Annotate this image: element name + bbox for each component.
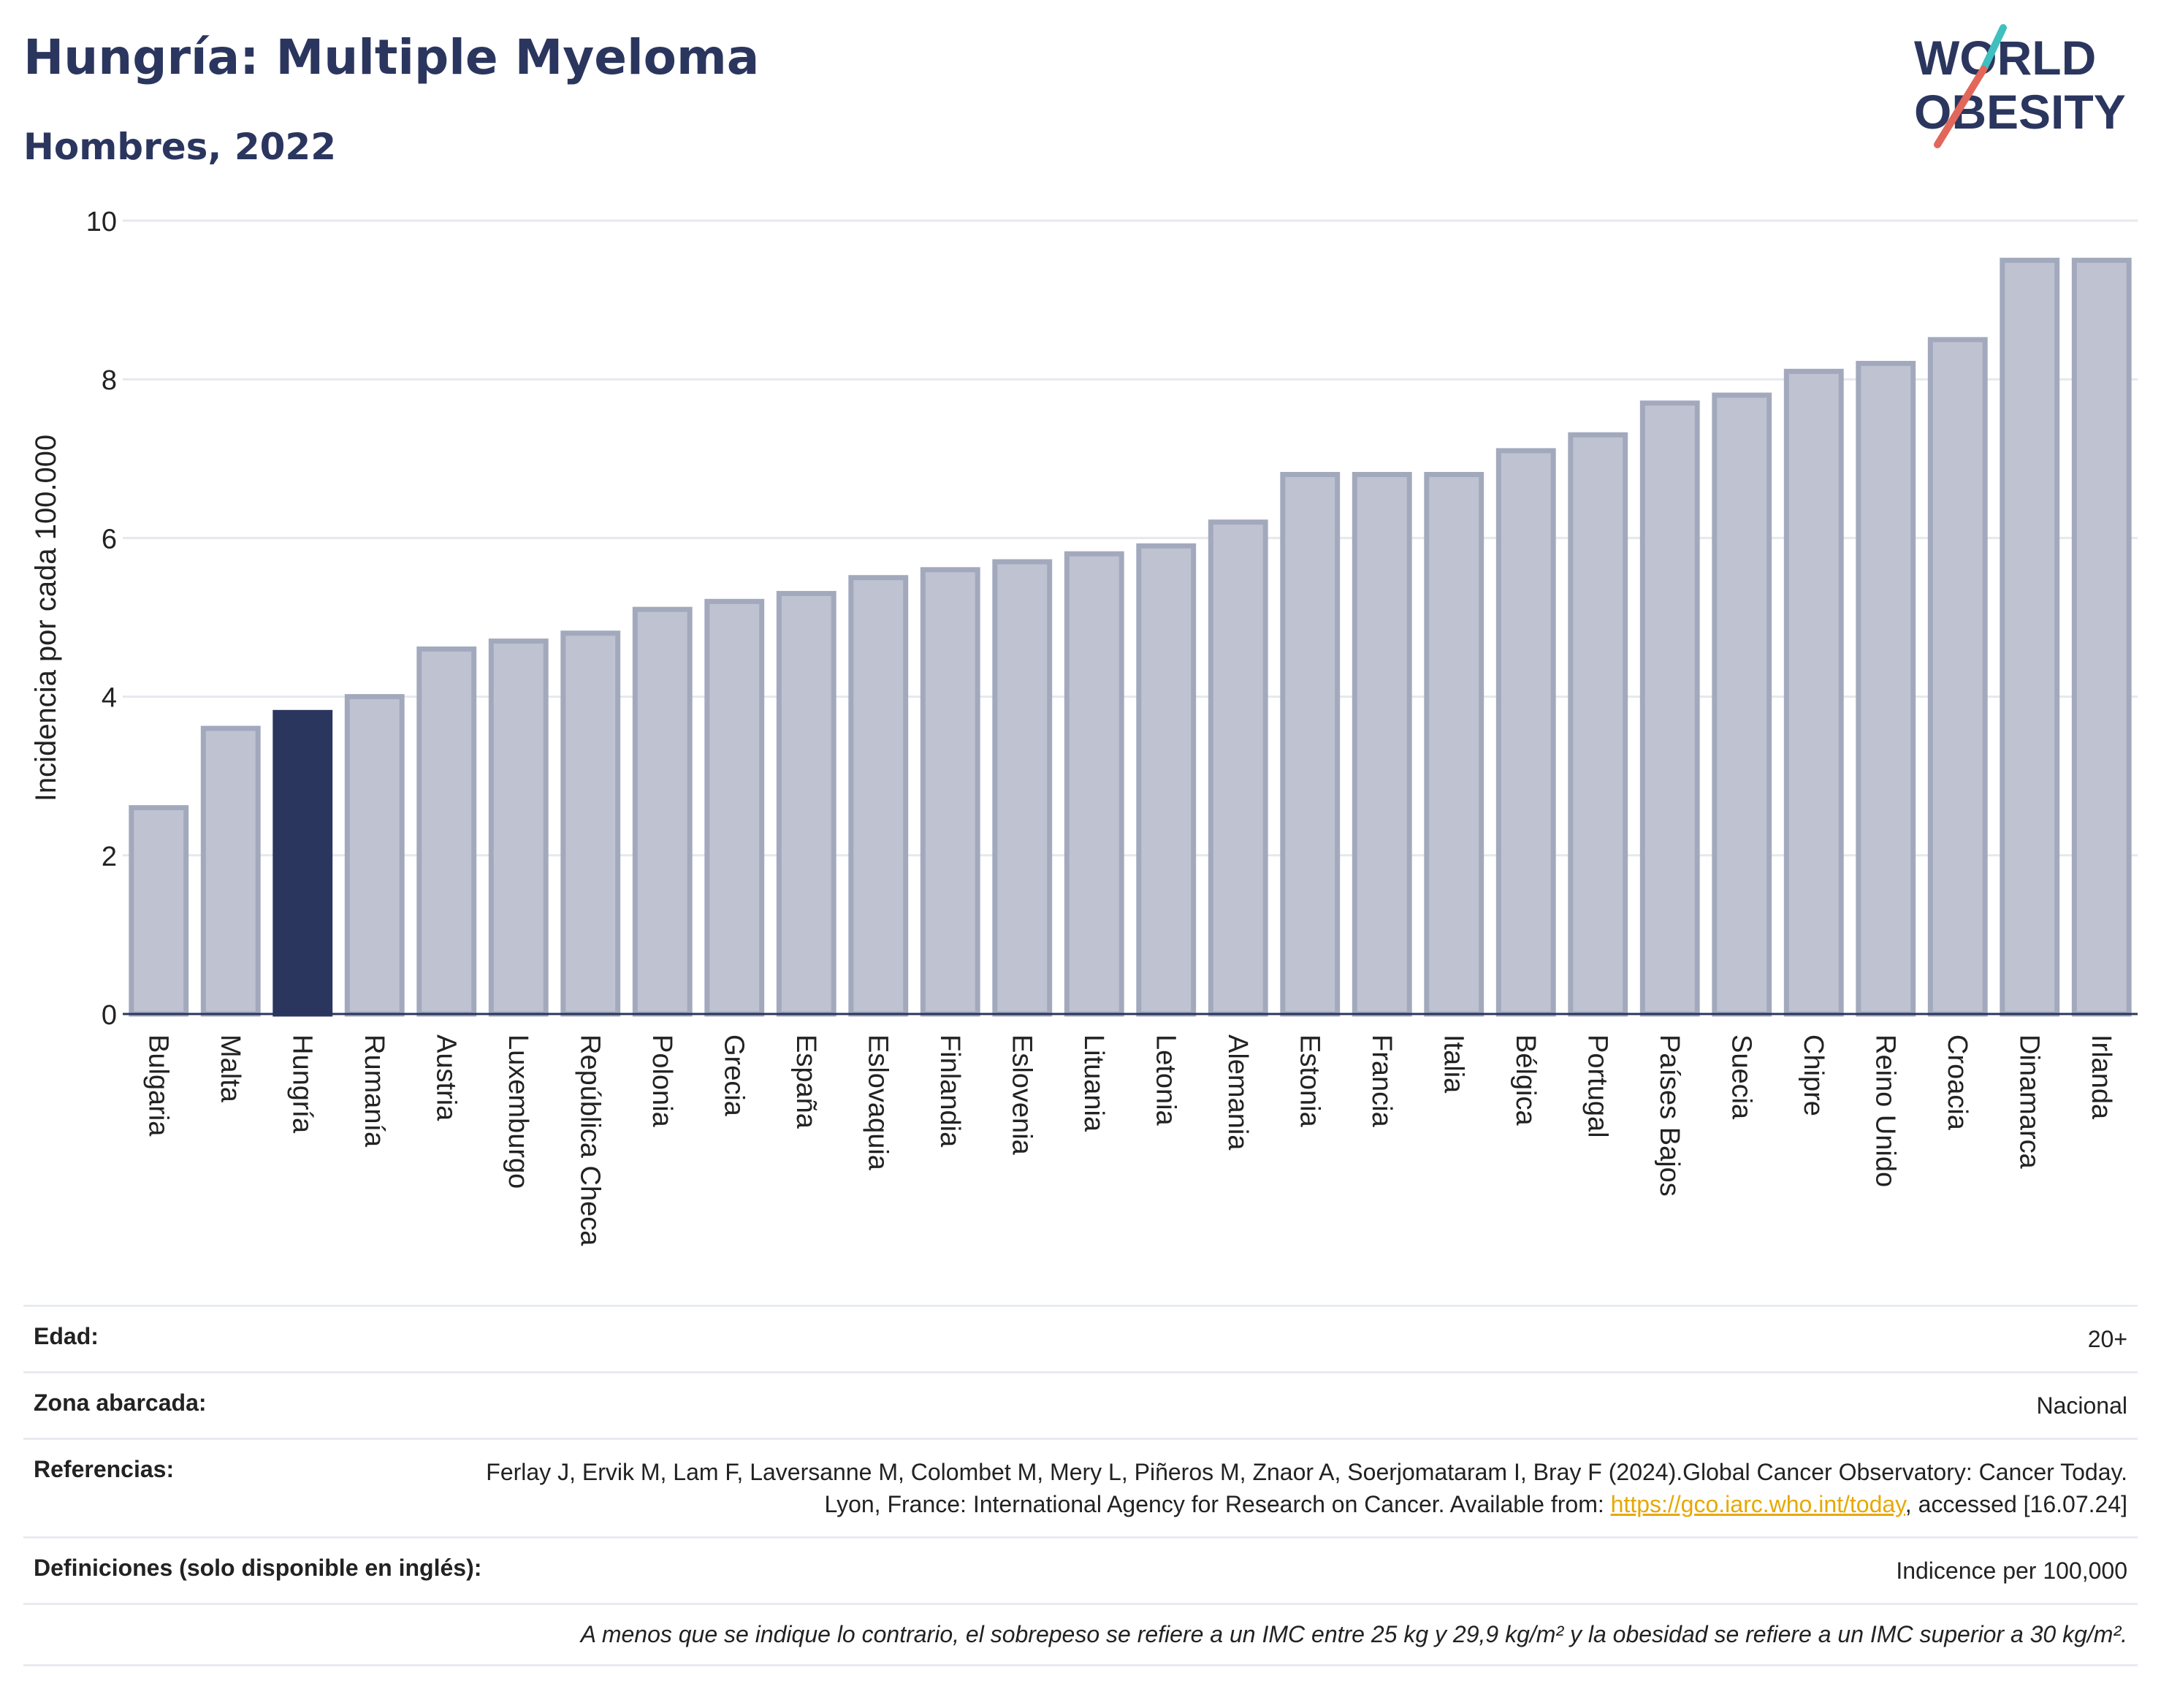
references-value: Ferlay J, Ervik M, Lam F, Laversanne M, … bbox=[484, 1456, 2127, 1520]
references-link[interactable]: https://gco.iarc.who.int/today bbox=[1610, 1491, 1905, 1517]
references-label: Referencias: bbox=[34, 1456, 175, 1482]
x-tick-label: Reino Unido bbox=[1870, 1034, 1900, 1187]
bar-20 bbox=[1568, 432, 1628, 1017]
x-tick-label: Eslovenia bbox=[1006, 1034, 1037, 1156]
bar-21 bbox=[1639, 400, 1700, 1017]
y-tick-label: 2 bbox=[102, 842, 117, 872]
bar-16 bbox=[1280, 472, 1341, 1017]
bar-7 bbox=[632, 606, 693, 1017]
zone-label: Zona abarcada: bbox=[34, 1389, 207, 1416]
zone-value: Nacional bbox=[2036, 1392, 2127, 1419]
bar-24 bbox=[1856, 360, 1916, 1017]
x-tick-label: Estonia bbox=[1294, 1034, 1325, 1128]
axis-layer: 0 2 4 6 8 10 Bulgaria Malta Hungría Rumanía Austri… bbox=[86, 207, 2138, 1246]
bar-22 bbox=[1712, 392, 1772, 1017]
logo-slash-red bbox=[1934, 66, 1987, 148]
x-tick-label: Croacia bbox=[1942, 1034, 1973, 1131]
bar-9 bbox=[776, 590, 836, 1017]
bar-3 bbox=[344, 694, 405, 1017]
definitions-label: Definiciones (solo disponible en inglés)… bbox=[34, 1555, 482, 1581]
age-value: 20+ bbox=[2087, 1326, 2127, 1352]
x-tick-label: Irlanda bbox=[2086, 1034, 2116, 1120]
x-tick-label: Grecia bbox=[718, 1034, 749, 1117]
bar-19 bbox=[1495, 448, 1556, 1017]
x-tick-label: Países Bajos bbox=[1654, 1034, 1685, 1197]
y-tick-label: 8 bbox=[102, 365, 117, 396]
bar-8 bbox=[704, 598, 765, 1017]
bmi-note: A menos que se indique lo contrario, el … bbox=[580, 1621, 2127, 1647]
references-text: Ferlay J, Ervik M, Lam F, Laversanne M, … bbox=[486, 1459, 2127, 1517]
x-tick-label: Italia bbox=[1438, 1034, 1468, 1094]
info-table: Edad: 20+ Zona abarcada: Nacional Refere… bbox=[23, 1305, 2138, 1666]
x-tick-label: Suecia bbox=[1726, 1034, 1756, 1120]
references-tail: , accessed [16.07.24] bbox=[1905, 1491, 2127, 1517]
age-label: Edad: bbox=[34, 1323, 99, 1349]
bar-12 bbox=[992, 559, 1053, 1017]
world-obesity-logo: WORLD OBESITY bbox=[1914, 24, 2126, 148]
x-tick-label: Bélgica bbox=[1510, 1034, 1541, 1126]
y-tick-label: 6 bbox=[102, 524, 117, 554]
bar-0 bbox=[129, 805, 189, 1017]
x-tick-label: Eslovaquia bbox=[862, 1034, 893, 1171]
bar-25 bbox=[1927, 337, 1988, 1017]
x-tick-label: Lituania bbox=[1078, 1034, 1109, 1132]
bar-14 bbox=[1136, 543, 1197, 1017]
bar-chart: 0 2 4 6 8 10 Bulgaria Malta Hungría Rumanía Austri… bbox=[30, 207, 2138, 1246]
x-tick-label: Portugal bbox=[1582, 1034, 1612, 1138]
x-tick-label: Chipre bbox=[1798, 1034, 1829, 1116]
info-row-definitions: Definiciones (solo disponible en inglés)… bbox=[23, 1536, 2138, 1603]
bar-13 bbox=[1064, 551, 1124, 1017]
bar-1 bbox=[200, 725, 261, 1017]
bar-2 bbox=[272, 709, 333, 1017]
x-tick-label: Bulgaria bbox=[142, 1034, 173, 1137]
y-axis-label: Incidencia por cada 100.000 bbox=[30, 435, 62, 802]
x-tick-label: Finlandia bbox=[934, 1034, 965, 1148]
logo-line-world: WORLD bbox=[1914, 31, 2096, 85]
bar-27 bbox=[2071, 257, 2132, 1017]
bar-4 bbox=[416, 646, 477, 1017]
definitions-value: Indicence per 100,000 bbox=[1896, 1558, 2127, 1584]
x-tick-label: Dinamarca bbox=[2013, 1034, 2044, 1170]
info-row-references: Referencias: Ferlay J, Ervik M, Lam F, L… bbox=[23, 1438, 2138, 1536]
x-tick-label: República Checa bbox=[574, 1034, 605, 1246]
bar-5 bbox=[488, 638, 549, 1017]
chart-subtitle: Hombres, 2022 bbox=[23, 126, 336, 168]
bar-18 bbox=[1424, 472, 1485, 1017]
x-tick-label: Alemania bbox=[1222, 1034, 1253, 1151]
x-tick-label: Hungría bbox=[286, 1034, 317, 1134]
x-tick-label: Austria bbox=[430, 1034, 461, 1121]
x-tick-label: Francia bbox=[1366, 1034, 1397, 1128]
chart-title: Hungría: Multiple Myeloma bbox=[23, 29, 760, 85]
bar-17 bbox=[1352, 472, 1412, 1017]
info-row-note: A menos que se indique lo contrario, el … bbox=[23, 1603, 2138, 1666]
bar-6 bbox=[560, 630, 621, 1017]
y-tick-label: 0 bbox=[102, 1000, 117, 1031]
y-tick-label: 4 bbox=[102, 683, 117, 714]
y-tick-label: 10 bbox=[86, 207, 117, 237]
x-tick-label: Polonia bbox=[647, 1034, 677, 1128]
bar-11 bbox=[920, 567, 980, 1017]
info-row-age: Edad: 20+ bbox=[23, 1305, 2138, 1371]
bar-10 bbox=[848, 575, 909, 1017]
x-tick-label: Malta bbox=[215, 1034, 245, 1103]
bar-26 bbox=[2000, 257, 2060, 1017]
logo-slash-teal bbox=[1980, 24, 2007, 73]
x-tick-label: Letonia bbox=[1150, 1034, 1181, 1126]
x-tick-label: Luxemburgo bbox=[503, 1034, 533, 1189]
bar-23 bbox=[1783, 368, 1844, 1017]
bar-15 bbox=[1208, 519, 1268, 1017]
x-tick-label: España bbox=[790, 1034, 821, 1129]
bar-layer bbox=[129, 257, 2132, 1017]
info-row-zone: Zona abarcada: Nacional bbox=[23, 1371, 2138, 1438]
x-tick-label: Rumanía bbox=[359, 1034, 389, 1148]
